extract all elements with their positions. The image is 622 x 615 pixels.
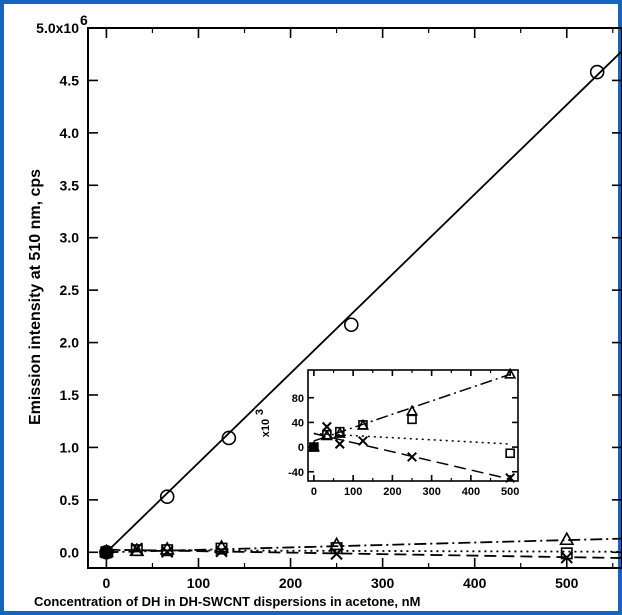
main-y-tick-label: 1.5 (60, 387, 80, 403)
inset-y-tick-label: 0 (298, 442, 304, 454)
main-y-tick-label: 5.0x10 (36, 20, 79, 36)
main-fit-line-dash-dot (106, 537, 622, 554)
main-y-tick-label: 1.0 (60, 439, 80, 455)
main-x-tick-label: 0 (103, 575, 111, 591)
y-axis-title: Emission intensity at 510 nm, cps (27, 169, 44, 425)
main-y-tick-label: 4.5 (60, 72, 80, 88)
inset-plot-frame (307, 369, 519, 482)
main-point-x (215, 544, 228, 558)
inset-x-tick-label: 500 (501, 486, 519, 498)
inset-point-square (322, 429, 332, 440)
main-plot: 0 100 200 300 400 5000.00.51.01.52.02.53.03.5… (27, 12, 622, 591)
main-plot-frame (87, 27, 622, 569)
inset-y-tick-label: 40 (292, 417, 304, 429)
inset-x-tick-label: 200 (383, 486, 401, 498)
main-x-tick-label: 500 (555, 575, 579, 591)
main-point-circle (159, 489, 175, 504)
inset-x-tick-label: 0 (311, 486, 317, 498)
inset-point-square (505, 448, 515, 459)
inset-point-x (334, 439, 345, 449)
main-point-square (215, 542, 228, 555)
inset-y-tick-label: -40 (288, 467, 304, 479)
inset-y-axis-exponent: 3 (254, 409, 266, 415)
inset-y-axis-title: x10 (260, 419, 272, 437)
main-x-tick-label: 200 (279, 575, 303, 591)
main-x-tick-label: 400 (463, 575, 487, 591)
main-y-tick-label: 4.0 (60, 125, 80, 141)
inset-point-x (357, 435, 368, 446)
inset-point-triangle (333, 426, 346, 438)
main-fit-line-solid (105, 50, 622, 553)
main-y-tick-label: 3.0 (60, 230, 80, 246)
inset-x-tick-label: 100 (344, 486, 362, 498)
main-point-square (130, 544, 143, 557)
main-y-tick-exponent: 6 (80, 12, 88, 28)
main-point-triangle (559, 531, 575, 546)
main-y-tick-label: 0.0 (60, 544, 80, 560)
inset-x-tick-label: 300 (422, 486, 440, 498)
inset-point-x (321, 421, 332, 432)
main-fit-line-dotted (106, 549, 622, 553)
main-y-tick-label: 2.0 (60, 335, 80, 351)
inset-point-square (358, 420, 368, 430)
main-point-circle (344, 317, 359, 333)
main-fit-line-dashed (106, 548, 622, 559)
main-point-circle (221, 430, 237, 446)
inset-point-square (407, 414, 417, 425)
inset-point-filled-square (309, 443, 318, 452)
main-x-tick-label: 100 (187, 575, 211, 591)
main-point-x (160, 545, 174, 558)
inset-point-x (505, 472, 516, 483)
x-axis-title: Concentration of DH in DH-SWCNT dispersi… (34, 594, 421, 609)
main-point-square (161, 544, 174, 557)
inset-y-tick-label: 80 (292, 393, 304, 405)
main-point-triangle (329, 536, 345, 551)
main-x-tick-label: 300 (371, 575, 395, 591)
main-y-tick-label: 0.5 (60, 492, 80, 508)
inset-point-x (407, 451, 417, 462)
inset-fit-line-dotted (313, 432, 511, 445)
main-point-filled-square (101, 547, 112, 558)
inset-point-triangle (504, 367, 517, 379)
main-y-tick-label: 2.5 (60, 282, 80, 298)
inset-plot: 0 100 200 300 400 500 -40 0 40 80 x10 3 (254, 367, 519, 498)
inset-x-tick-label: 400 (462, 486, 480, 498)
main-point-x (560, 551, 573, 564)
main-point-x (130, 542, 144, 555)
main-point-circle (589, 64, 605, 80)
main-point-x (330, 547, 343, 561)
inset-point-square (334, 426, 345, 437)
main-y-tick-label: 3.5 (60, 177, 80, 193)
